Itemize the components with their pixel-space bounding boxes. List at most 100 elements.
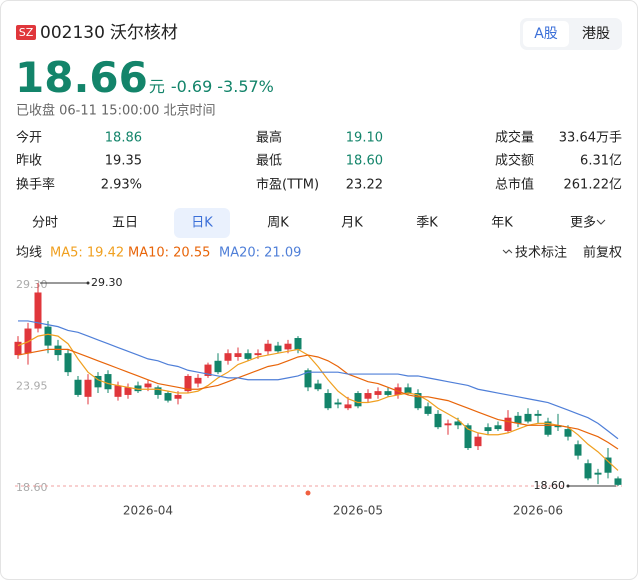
stat-value: 2.93% xyxy=(101,178,142,193)
stock-name: 沃尔核材 xyxy=(110,23,178,43)
candle-body xyxy=(204,364,212,376)
tool-icon xyxy=(502,249,513,254)
candle-body xyxy=(534,413,542,416)
title: 002130 沃尔核材 xyxy=(40,23,178,43)
stat-value: 261.22亿 xyxy=(564,178,623,193)
period-tab[interactable]: 分时 xyxy=(32,216,58,231)
candle-body xyxy=(344,404,352,409)
candle-body xyxy=(424,406,432,414)
x-tick-label: 2026-06 xyxy=(513,504,563,518)
candle-body xyxy=(334,402,342,405)
status: 已收盘 06-11 15:00:00 北京时间 xyxy=(16,103,216,119)
candle-body xyxy=(364,393,372,399)
period-tab[interactable]: 季K xyxy=(416,216,438,231)
period-tab[interactable]: 更多 xyxy=(570,215,596,231)
candle-body xyxy=(554,425,562,428)
chevron xyxy=(596,219,606,225)
stat-value: 19.10 xyxy=(346,131,383,146)
period-tab[interactable]: 月K xyxy=(341,216,363,231)
indicator-label: 均线 xyxy=(16,246,42,261)
ma-line xyxy=(18,320,619,440)
stat-value: 23.22 xyxy=(346,178,383,193)
legend-entry: MA20: 21.09 xyxy=(219,246,301,261)
y-tick-label: 23.95 xyxy=(16,380,48,393)
candle-body xyxy=(234,353,242,357)
candle-body xyxy=(564,429,572,437)
candle-body xyxy=(354,393,362,407)
candle-body xyxy=(494,425,502,430)
candle-body xyxy=(444,423,452,426)
stat-value: 19.35 xyxy=(105,154,142,169)
y-tick-label: 29.30 xyxy=(16,278,48,291)
stat-label: 总市值 xyxy=(495,177,534,193)
candle-body xyxy=(74,379,82,395)
tool[interactable]: 前复权 xyxy=(583,245,622,261)
stat-label: 成交额 xyxy=(495,153,534,169)
stat-label: 市盈(TTM) xyxy=(256,177,319,193)
candle-body xyxy=(574,444,582,456)
candle-body xyxy=(194,377,202,384)
tool[interactable]: 技术标注 xyxy=(515,246,567,261)
candle-body xyxy=(544,421,552,435)
candle-body xyxy=(64,353,72,373)
candle-body xyxy=(504,417,512,431)
stat-value: 33.64万手 xyxy=(559,131,622,146)
event-dot xyxy=(305,490,311,496)
market-badge xyxy=(16,25,36,40)
legend-entry: MA5: 19.42 xyxy=(50,246,124,261)
candle-body xyxy=(224,353,232,361)
candle-body xyxy=(124,387,132,395)
stat-label: 最高 xyxy=(256,130,282,146)
price-unit: 元 xyxy=(149,77,165,96)
market-tab[interactable]: A股 xyxy=(534,26,558,42)
candle-body xyxy=(44,326,52,346)
candle-body xyxy=(434,413,442,428)
candle-body xyxy=(54,345,62,356)
candle-body xyxy=(464,425,472,449)
stat-label: 昨收 xyxy=(16,154,42,169)
candle-body xyxy=(414,393,422,409)
annotation-label: 18.60 xyxy=(534,479,566,492)
candle-body xyxy=(324,393,332,409)
candle-body xyxy=(594,472,602,475)
quote: 18.66元 -0.69 -3.57% xyxy=(15,53,274,102)
candle-body xyxy=(24,328,32,354)
price: 18.66 xyxy=(15,53,148,102)
candle-body xyxy=(174,394,182,399)
candle-body xyxy=(254,353,262,356)
candle-body xyxy=(164,393,172,401)
period-tab[interactable]: 周K xyxy=(267,216,289,231)
candle-body xyxy=(484,427,492,431)
candle-body xyxy=(84,379,92,397)
annotation-dot xyxy=(86,281,90,285)
y-tick-label: 18.60 xyxy=(16,481,48,494)
candle-body xyxy=(524,413,532,422)
annotation-dot xyxy=(566,484,570,488)
market-tab-active[interactable] xyxy=(523,21,569,47)
period-tab[interactable]: 日K xyxy=(191,216,213,231)
period-tab[interactable]: 年K xyxy=(491,216,513,231)
candle-body xyxy=(104,374,112,390)
market-tab[interactable]: 港股 xyxy=(582,26,610,42)
candle-body xyxy=(604,457,612,473)
ma-line xyxy=(17,348,619,450)
x-tick-label: 2026-04 xyxy=(123,504,173,518)
stock-code: 002130 xyxy=(40,23,105,43)
change-pct: -3.57% xyxy=(217,77,274,96)
stat-label: 今开 xyxy=(16,130,42,146)
stat-value: 18.86 xyxy=(105,131,142,146)
candle-body xyxy=(384,391,392,395)
change: -0.69 xyxy=(171,77,212,96)
candle-body xyxy=(584,463,592,479)
candle-body xyxy=(614,478,622,485)
candle-body xyxy=(454,421,462,426)
period-tab[interactable]: 五日 xyxy=(112,216,138,231)
candle-body xyxy=(294,338,302,350)
x-tick-label: 2026-05 xyxy=(333,504,383,518)
candle-body xyxy=(514,415,522,424)
candle-body xyxy=(94,375,102,388)
period-active[interactable] xyxy=(174,208,230,238)
candle-body xyxy=(304,370,312,388)
candle-body xyxy=(264,343,272,352)
